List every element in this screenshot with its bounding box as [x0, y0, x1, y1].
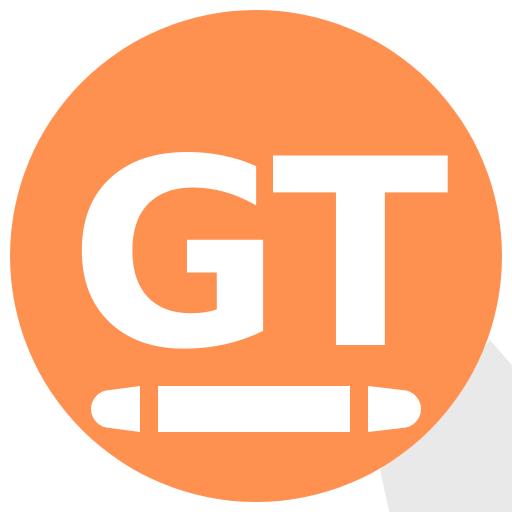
logo-monogram: GT	[69, 105, 451, 407]
pencil-icon	[91, 386, 421, 432]
pencil-body	[158, 386, 350, 432]
logo-circle	[10, 10, 502, 502]
long-shadow	[380, 340, 512, 512]
pencil-left-cap	[91, 386, 140, 432]
pencil-right-cap	[368, 386, 421, 432]
